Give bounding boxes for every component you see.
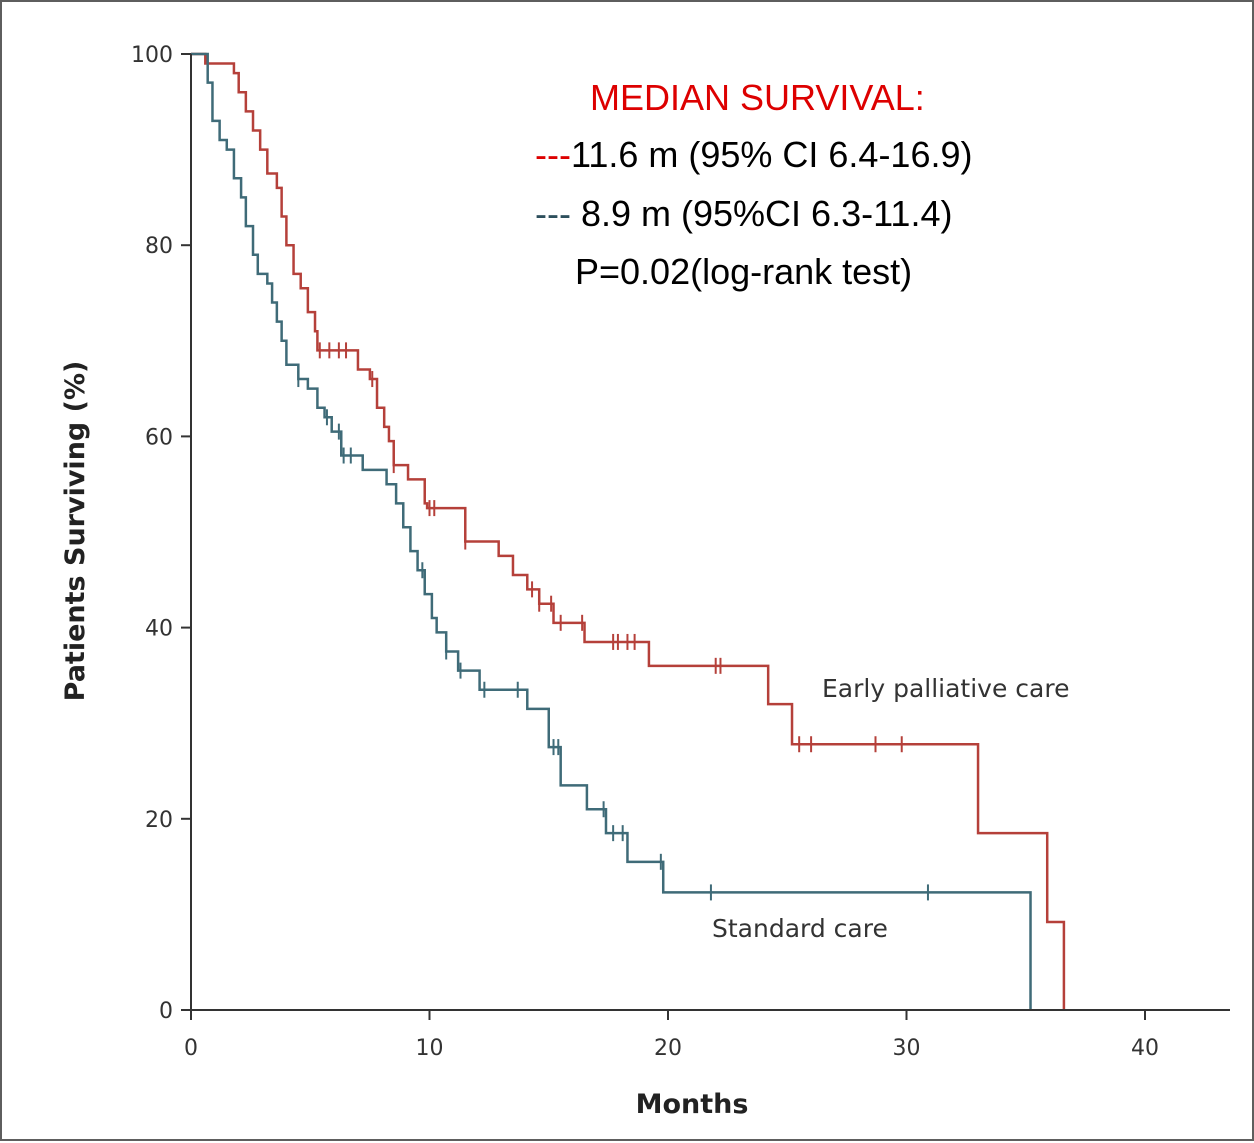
median-survival-annotation: MEDIAN SURVIVAL: ---11.6 m (95% CI 6.4-1… (535, 77, 973, 292)
annotation-title: MEDIAN SURVIVAL: (590, 77, 925, 118)
x-tick-label: 0 (184, 1036, 198, 1061)
annotation-line-1-dash: --- (535, 134, 571, 175)
x-axis-title: Months (636, 1089, 749, 1120)
annotation-line-2-text: 8.9 m (95%CI 6.3-11.4) (571, 193, 953, 234)
y-tick-label: 60 (145, 425, 173, 450)
y-tick-label: 80 (145, 234, 173, 259)
axes-layer (190, 54, 1230, 1011)
x-tick-label: 40 (1131, 1036, 1159, 1061)
annotation-line-2: --- 8.9 m (95%CI 6.3-11.4) (535, 193, 952, 234)
x-tick-label: 30 (893, 1036, 921, 1061)
series-line-early-palliative (191, 52, 1066, 1010)
series-label-early-palliative: Early palliative care (822, 674, 1069, 703)
x-tick-label: 10 (416, 1036, 444, 1061)
x-tick-label: 20 (654, 1036, 682, 1061)
series-line-standard (191, 52, 1032, 1010)
ticks-layer: 0 20 40 60 80 100 0 10 20 30 40 (131, 43, 1159, 1061)
y-tick-label: 100 (131, 43, 173, 68)
annotation-line-1: ---11.6 m (95% CI 6.4-16.9) (535, 134, 973, 175)
y-axis-title: Patients Surviving (%) (60, 361, 91, 702)
annotation-line-3: P=0.02(log-rank test) (575, 251, 912, 292)
y-tick-label: 0 (159, 999, 173, 1024)
annotation-line-2-dash: --- (535, 193, 571, 234)
y-tick-label: 40 (145, 617, 173, 642)
series-layer (191, 52, 1066, 1010)
annotation-line-1-text: 11.6 m (95% CI 6.4-16.9) (571, 134, 973, 175)
series-label-standard: Standard care (712, 914, 888, 943)
y-tick-label: 20 (145, 808, 173, 833)
